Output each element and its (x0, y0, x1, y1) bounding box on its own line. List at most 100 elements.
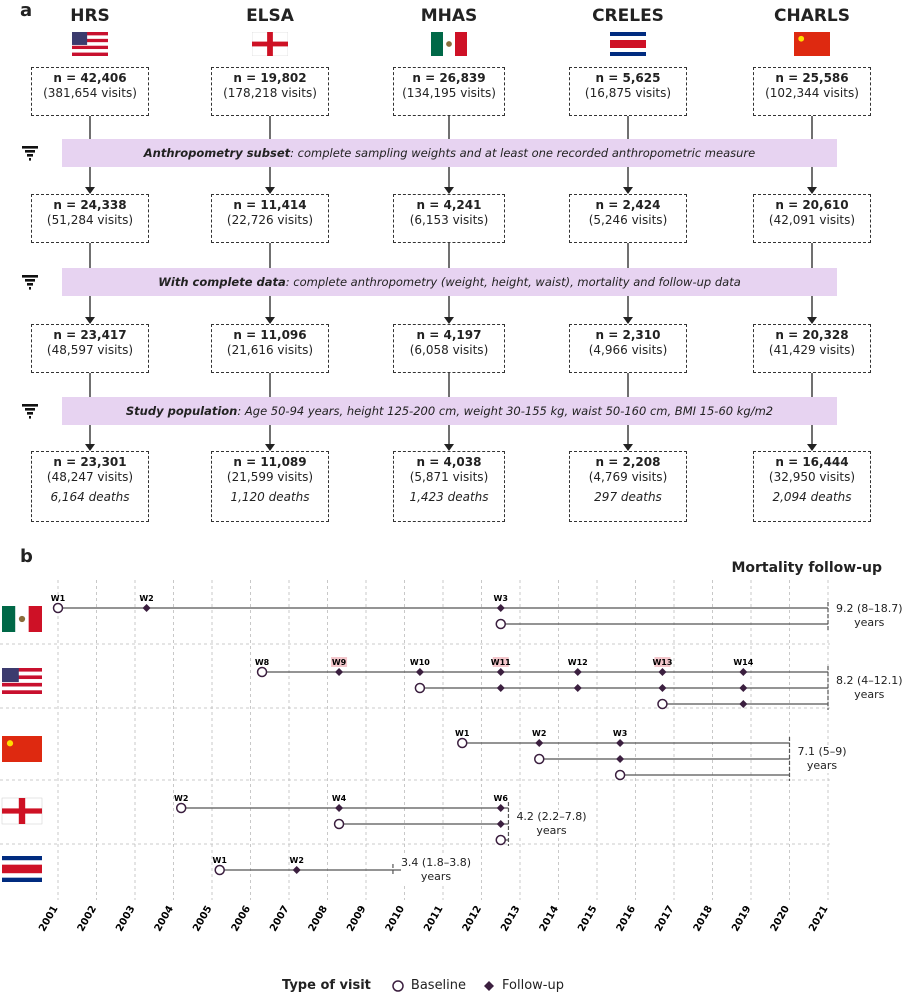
followup-marker (616, 739, 625, 747)
flag-costa-rica (610, 32, 646, 56)
followup-marker (658, 684, 667, 692)
death-count: 2,094 deaths (772, 490, 852, 504)
followup-duration: 3.4 (1.8–3.8) years (400, 856, 471, 884)
sample-size: n = 19,802 (233, 71, 307, 85)
wave-label: W10 (410, 658, 430, 667)
followup-median-range: 8.2 (4–12.1) (836, 674, 903, 687)
flow-arrowhead (265, 444, 275, 451)
flow-arrowhead (444, 187, 454, 194)
followup-median-range: 9.2 (8–18.7) (836, 602, 903, 615)
legend-followup-icon (484, 980, 495, 991)
flow-arrowhead (265, 317, 275, 324)
flag-mexico-shape (431, 32, 467, 56)
followup-marker (292, 866, 301, 874)
followup-unit: years (420, 870, 452, 883)
followup-marker (335, 668, 344, 676)
x-tick-label: 2011 (422, 904, 445, 934)
x-tick-label: 2013 (499, 904, 522, 934)
baseline-marker (52, 602, 64, 614)
wave-label: W13 (652, 658, 672, 667)
filter-description: : complete anthropometry (weight, height… (285, 275, 741, 289)
cohort-name-hrs: HRS (70, 6, 110, 26)
cohort-box: n = 20,610 (42,091 visits) (753, 194, 871, 243)
wave-label: W9 (332, 658, 347, 667)
death-count: 1,423 deaths (409, 490, 489, 504)
flag-costa-rica-shape (610, 32, 646, 56)
visit-count: (4,966 visits) (588, 343, 668, 357)
filter-title: Study population (125, 404, 238, 418)
flow-arrowhead (444, 317, 454, 324)
sample-size: n = 24,338 (53, 198, 127, 212)
flag-china-shape (794, 32, 830, 56)
baseline-marker (256, 666, 268, 678)
wave-label: W2 (532, 729, 546, 738)
filter-title: Anthropometry subset (143, 146, 291, 160)
followup-marker (573, 668, 582, 676)
followup-marker (496, 820, 505, 828)
followup-unit: years (536, 824, 567, 837)
visit-count: (22,726 visits) (226, 213, 314, 227)
followup-duration: 7.1 (5–9) years (797, 745, 847, 773)
visit-count: (6,058 visits) (409, 343, 489, 357)
visit-count: (42,091 visits) (768, 213, 856, 227)
cohort-box: n = 11,414 (22,726 visits) (211, 194, 329, 243)
legend-baseline-label: Baseline (410, 978, 467, 993)
sample-size: n = 4,038 (416, 455, 482, 469)
cohort-box: n = 4,241 (6,153 visits) (393, 194, 505, 243)
baseline-marker (457, 737, 468, 749)
cohort-box: n = 4,038 (5,871 visits) 1,423 deaths (393, 451, 505, 522)
followup-marker (573, 684, 582, 692)
x-tick-label: 2016 (615, 904, 638, 934)
wave-label: W2 (290, 856, 304, 865)
sample-size: n = 11,089 (233, 455, 307, 469)
x-tick-label: 2018 (692, 904, 715, 934)
baseline-marker (214, 864, 225, 876)
visit-count: (41,429 visits) (768, 343, 856, 357)
x-tick-label: 2008 (307, 904, 330, 934)
legend-baseline-icon (392, 979, 404, 992)
visit-count: (102,344 visits) (765, 86, 859, 100)
filter-icon (22, 146, 38, 161)
filter-description: : Age 50-94 years, height 125-200 cm, we… (237, 404, 774, 418)
x-tick-label: 2004 (153, 904, 176, 934)
flow-arrowhead (85, 317, 95, 324)
visit-count: (16,875 visits) (584, 86, 672, 100)
sample-size: n = 5,625 (595, 71, 661, 85)
cohort-box: n = 11,089 (21,599 visits) 1,120 deaths (211, 451, 329, 522)
wave-label-highlight (492, 657, 509, 667)
visit-count: (5,246 visits) (588, 213, 668, 227)
visit-count: (48,597 visits) (46, 343, 134, 357)
flow-arrowhead (265, 187, 275, 194)
x-tick-label: 2019 (730, 904, 753, 934)
cohort-box: n = 42,406 (381,654 visits) (31, 67, 149, 116)
cohort-box: n = 25,586 (102,344 visits) (753, 67, 871, 116)
timeline-flag-usa (2, 668, 42, 694)
sample-size: n = 23,417 (53, 328, 127, 342)
flow-arrowhead (85, 187, 95, 194)
flow-arrowhead (807, 444, 817, 451)
wave-label: W1 (51, 594, 66, 603)
baseline-marker (657, 698, 668, 710)
sample-size: n = 42,406 (53, 71, 127, 85)
x-tick-label: 2005 (191, 904, 214, 934)
visit-count: (51,284 visits) (46, 213, 134, 227)
timeline-title: Mortality follow-up (731, 560, 882, 576)
followup-marker (739, 668, 748, 676)
followup-unit: years (854, 616, 885, 629)
cohort-name-charls: CHARLS (773, 6, 851, 26)
death-count: 1,120 deaths (230, 490, 310, 504)
sample-size: n = 4,197 (416, 328, 482, 342)
sample-size: n = 16,444 (775, 455, 849, 469)
sample-size: n = 20,328 (775, 328, 849, 342)
followup-median-range: 3.4 (1.8–3.8) (400, 856, 471, 869)
cohort-box: n = 2,310 (4,966 visits) (569, 324, 687, 373)
flag-england (252, 32, 288, 56)
x-tick-label: 2007 (268, 904, 291, 934)
flow-connectors (85, 116, 817, 451)
timeline-chart: 2001 2002 2003 2004 2005 2006 2007 2008 2009 2010… (0, 580, 831, 934)
x-tick-label: 2020 (769, 904, 792, 934)
followup-marker (535, 739, 544, 747)
visit-count: (178,218 visits) (223, 86, 317, 100)
flow-arrowhead (623, 317, 633, 324)
